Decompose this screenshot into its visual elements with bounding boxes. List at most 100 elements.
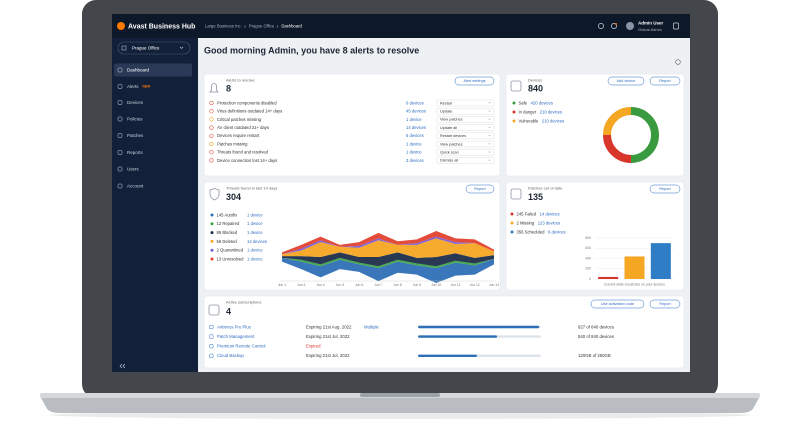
refresh-icon[interactable] — [675, 59, 681, 65]
user-role: Global Admin — [638, 27, 662, 32]
subscription-name[interactable]: Premium Remote Control — [217, 344, 266, 349]
button[interactable] — [649, 299, 681, 309]
button-label[interactable]: Alert settings — [464, 79, 486, 83]
apps-icon[interactable] — [673, 22, 679, 30]
threat-devices[interactable]: 1 device — [247, 256, 263, 261]
action-select[interactable] — [436, 116, 495, 123]
button[interactable] — [649, 76, 681, 86]
donut-slice — [603, 134, 632, 163]
button-label[interactable]: Use activation code — [601, 302, 634, 306]
action-label: Restart devices — [440, 134, 466, 138]
nav-item[interactable]: Reports — [127, 150, 144, 155]
button[interactable] — [649, 184, 681, 194]
alert-devices[interactable]: 6 devices — [406, 100, 424, 105]
button-label[interactable]: Report — [659, 302, 671, 306]
legend-label: Vulnerable — [519, 118, 540, 123]
x-tick-label: Jun 11 — [450, 283, 460, 287]
alert-devices[interactable]: 1 device — [406, 141, 422, 146]
patch-devices[interactable]: 123 devices — [538, 220, 560, 225]
select-chevron — [488, 143, 491, 145]
action-select[interactable] — [436, 132, 495, 140]
legend-label: Safe — [519, 100, 528, 105]
notification-icon[interactable] — [611, 23, 617, 29]
legend-label: 145 Autofix — [217, 212, 239, 217]
button[interactable] — [465, 184, 495, 194]
alert-devices[interactable]: 1 device — [406, 117, 422, 122]
breadcrumb-item[interactable]: Prague Office — [249, 24, 275, 29]
legend-dot — [510, 230, 514, 234]
alert-devices[interactable]: 1 device — [406, 150, 422, 155]
legend-label: 2 Quarantined — [217, 248, 244, 253]
nav-item[interactable]: Policies — [127, 116, 143, 121]
threat-devices[interactable]: 14 devices — [247, 239, 267, 244]
nav-item[interactable]: Dashboard — [127, 67, 150, 72]
legend-dot — [210, 257, 214, 261]
breadcrumb-separator — [244, 24, 246, 29]
action-select[interactable] — [436, 140, 495, 148]
button-label[interactable]: Report — [474, 187, 486, 191]
breadcrumb-item[interactable]: Large Business Inc. — [205, 24, 242, 29]
breadcrumb-item[interactable]: Dashboard — [281, 24, 302, 29]
button-label[interactable]: Report — [659, 187, 671, 191]
subscription-name[interactable]: Cloud Backup — [217, 353, 244, 358]
subscription-extra[interactable]: Multiple — [364, 324, 379, 329]
legend-dot — [512, 110, 516, 114]
y-tick-label: 400 — [585, 256, 591, 260]
action-select[interactable] — [436, 148, 495, 156]
y-tick-label: 800 — [585, 236, 591, 240]
alert-label: Patches missing — [217, 141, 248, 146]
alert-icon — [209, 117, 214, 122]
settings-icon[interactable] — [598, 23, 604, 29]
subscription-name[interactable]: Patch Management — [217, 334, 255, 339]
button-label[interactable]: Add device — [617, 79, 636, 83]
alert-devices[interactable]: 14 devices — [406, 125, 426, 130]
nav-item[interactable]: Devices — [127, 100, 144, 105]
action-select[interactable] — [436, 99, 495, 107]
action-select[interactable] — [436, 157, 495, 164]
button-label[interactable]: Report — [659, 79, 671, 83]
alert-icon — [209, 141, 214, 147]
legend-label: 12 Repaired — [217, 221, 240, 226]
collapse-icon[interactable] — [119, 363, 126, 369]
card-label: Active subscriptions — [226, 300, 261, 305]
value-label[interactable]: 210 devices — [540, 109, 562, 114]
x-tick-label: Jun 5 — [336, 283, 344, 287]
threat-devices[interactable]: 1 device — [247, 212, 263, 217]
alert-icon — [209, 125, 214, 130]
top-bar — [112, 14, 690, 38]
notification-dot — [615, 23, 617, 25]
stream-area — [282, 257, 494, 283]
legend-dot — [510, 212, 514, 216]
brand-logo — [117, 22, 125, 30]
alert-devices[interactable]: 3 devices — [406, 158, 424, 163]
action-select[interactable] — [436, 124, 495, 131]
donut-slice — [603, 107, 632, 136]
nav-item[interactable]: Account — [127, 183, 144, 188]
button[interactable] — [454, 76, 495, 86]
threat-devices[interactable]: 1 device — [247, 248, 263, 253]
x-tick-label: Jun 6 — [355, 283, 363, 287]
threat-devices[interactable]: 1 device — [247, 230, 263, 235]
value-label[interactable]: 210 devices — [542, 118, 564, 123]
nav-item[interactable]: Patches — [127, 133, 144, 138]
action-select[interactable] — [436, 107, 495, 115]
select-chevron — [488, 102, 491, 104]
value-label[interactable]: 420 devices — [531, 100, 553, 105]
subscription-name[interactable]: Antivirus Pro Plus — [217, 324, 251, 329]
avatar[interactable] — [626, 22, 634, 30]
x-tick-label: Jun 1 — [278, 283, 286, 287]
nav-item[interactable]: Users — [127, 166, 140, 171]
card-count: 840 — [528, 83, 543, 93]
patch-devices[interactable]: 6 devices — [548, 229, 566, 234]
threat-devices[interactable]: 1 device — [247, 221, 263, 226]
legend-label: In danger — [519, 109, 537, 114]
office-icon — [121, 45, 127, 51]
nav-item[interactable]: Alerts — [127, 84, 139, 89]
button[interactable] — [590, 299, 645, 309]
subscription-icon — [209, 324, 214, 330]
patch-devices[interactable]: 14 devices — [540, 211, 560, 216]
office-select[interactable] — [117, 41, 191, 55]
alert-devices[interactable]: 45 devices — [406, 109, 426, 114]
button[interactable] — [607, 76, 645, 86]
alert-devices[interactable]: 6 devices — [406, 133, 424, 138]
